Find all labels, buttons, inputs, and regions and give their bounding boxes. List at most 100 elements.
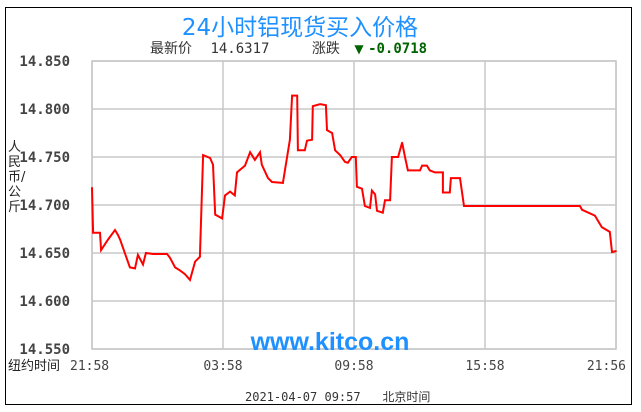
data-point	[306, 139, 308, 142]
data-point	[463, 205, 465, 207]
data-point	[134, 267, 136, 270]
data-point	[312, 105, 314, 107]
data-point	[364, 205, 366, 207]
data-point	[297, 149, 299, 152]
data-point	[347, 161, 349, 164]
data-point	[421, 164, 423, 167]
data-point	[145, 252, 147, 254]
data-point	[326, 129, 328, 131]
data-point	[428, 169, 431, 172]
data-point	[361, 187, 363, 190]
y-tick-label: 14.750	[19, 150, 70, 166]
data-point	[615, 250, 617, 252]
data-point	[304, 149, 306, 152]
watermark: www.kitco.cn	[250, 328, 410, 356]
data-point	[189, 279, 191, 281]
data-point	[356, 185, 358, 188]
data-point	[129, 266, 131, 269]
chart-frame	[5, 7, 632, 405]
data-point	[212, 163, 214, 166]
data-point	[99, 232, 101, 234]
data-point	[229, 190, 231, 193]
data-point	[397, 156, 399, 158]
x-axis-label: 纽约时间	[8, 359, 60, 374]
data-point	[267, 177, 269, 179]
data-point	[609, 231, 611, 233]
data-point	[381, 211, 384, 214]
timestamp: 2021-04-07 09:57	[245, 390, 361, 404]
data-point	[344, 161, 346, 163]
data-point	[355, 156, 357, 158]
y-tick-label: 14.650	[19, 246, 70, 262]
data-point	[581, 209, 583, 211]
data-point	[137, 254, 139, 256]
data-point	[214, 213, 216, 216]
x-tick-label: 03:58	[203, 359, 242, 374]
data-point	[142, 263, 144, 266]
data-point	[184, 273, 186, 275]
data-point	[311, 138, 313, 141]
y-tick-label: 14.850	[19, 54, 70, 70]
data-point	[152, 253, 154, 255]
data-point	[331, 132, 333, 134]
data-point	[209, 157, 211, 159]
data-point	[459, 177, 461, 179]
data-point	[100, 249, 102, 251]
x-tick-label: 21:56	[587, 359, 626, 374]
y-tick-label: 14.700	[19, 198, 70, 214]
data-point	[442, 191, 444, 194]
data-point	[289, 138, 291, 141]
data-point	[407, 169, 409, 172]
data-point	[426, 164, 428, 167]
data-point	[401, 141, 403, 144]
latest-price-label: 最新价	[150, 41, 192, 57]
data-point	[282, 182, 284, 184]
data-point	[254, 159, 256, 161]
data-point	[221, 217, 223, 220]
data-point	[114, 229, 116, 231]
chart-title: 24小时铝现货买入价格	[181, 15, 419, 41]
change-value: -0.0718	[368, 41, 428, 57]
data-point	[249, 151, 251, 153]
latest-price-value: 14.6317	[210, 41, 270, 57]
data-point	[369, 207, 371, 209]
data-point	[339, 154, 341, 156]
data-point	[174, 266, 176, 269]
data-point	[166, 253, 168, 255]
data-point	[117, 233, 119, 236]
data-point	[119, 238, 121, 241]
data-point	[450, 177, 452, 179]
data-point	[319, 103, 321, 105]
data-point	[296, 94, 298, 97]
data-point	[224, 194, 226, 197]
data-point	[92, 232, 94, 234]
data-point	[199, 256, 201, 258]
data-point	[579, 205, 581, 207]
data-point	[234, 194, 236, 197]
data-point	[91, 186, 93, 189]
data-point	[374, 193, 376, 196]
footer: 2021-04-07 09:57 北京时间	[245, 388, 430, 405]
data-point	[202, 154, 204, 156]
data-point	[404, 156, 406, 158]
y-tick-label: 14.550	[19, 342, 70, 358]
change-label: 涨跌	[311, 41, 340, 57]
data-point	[244, 164, 246, 167]
timezone-label: 北京时间	[382, 390, 431, 404]
data-point	[179, 269, 181, 272]
data-point	[594, 214, 596, 217]
x-tick-label: 15:58	[465, 359, 504, 374]
data-point	[384, 199, 386, 201]
quote-summary: 最新价 14.6317 涨跌 ▼ -0.0718	[150, 38, 427, 58]
data-point	[611, 251, 613, 253]
x-tick-label: 09:58	[334, 359, 373, 374]
data-point	[259, 151, 261, 153]
y-axis-label: 人民币/公斤	[8, 140, 26, 215]
data-point	[391, 156, 393, 158]
down-triangle-icon: ▼	[354, 42, 364, 56]
data-point	[600, 226, 603, 228]
data-point	[236, 171, 238, 174]
data-point	[351, 156, 353, 158]
data-point	[194, 260, 196, 263]
